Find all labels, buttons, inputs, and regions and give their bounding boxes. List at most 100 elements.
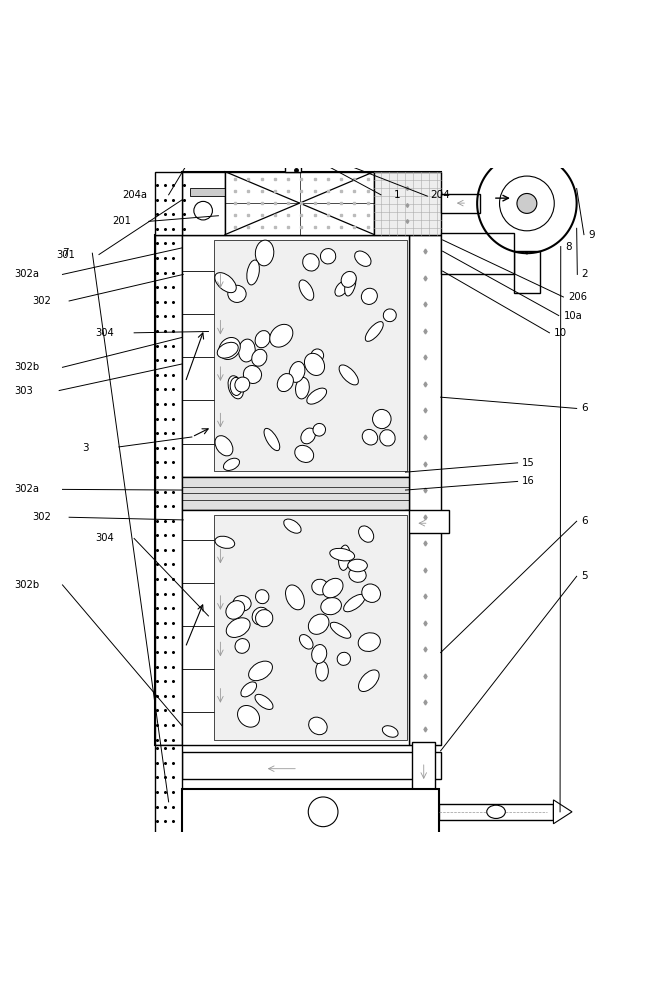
Ellipse shape: [312, 645, 326, 663]
Bar: [285, 152, 301, 172]
Ellipse shape: [320, 249, 336, 264]
Ellipse shape: [215, 273, 236, 293]
Ellipse shape: [235, 377, 250, 392]
Bar: [514, 251, 540, 293]
Ellipse shape: [256, 590, 269, 604]
Text: 204a: 204a: [122, 190, 147, 200]
Ellipse shape: [304, 353, 324, 375]
Ellipse shape: [361, 288, 377, 304]
Bar: [182, 510, 409, 745]
Ellipse shape: [380, 430, 395, 446]
Ellipse shape: [359, 670, 379, 692]
Text: 6: 6: [581, 403, 588, 413]
Bar: [182, 235, 409, 477]
Ellipse shape: [311, 349, 324, 362]
Bar: [409, 235, 441, 745]
Ellipse shape: [219, 337, 240, 359]
Ellipse shape: [301, 428, 316, 444]
Ellipse shape: [300, 635, 313, 649]
Ellipse shape: [487, 805, 505, 818]
Ellipse shape: [270, 324, 293, 347]
Ellipse shape: [373, 409, 391, 429]
Ellipse shape: [255, 694, 273, 709]
Ellipse shape: [330, 548, 355, 561]
Ellipse shape: [277, 374, 294, 392]
Ellipse shape: [362, 584, 381, 602]
Text: 206: 206: [568, 292, 587, 302]
Text: 302a: 302a: [15, 484, 39, 494]
Ellipse shape: [362, 429, 378, 445]
Text: 5: 5: [581, 571, 588, 581]
Ellipse shape: [226, 601, 245, 619]
Ellipse shape: [239, 339, 255, 362]
Ellipse shape: [383, 726, 398, 737]
Ellipse shape: [286, 585, 304, 610]
Bar: [225, 172, 375, 235]
Ellipse shape: [308, 614, 329, 634]
Text: 10: 10: [553, 328, 567, 338]
Ellipse shape: [341, 271, 357, 287]
Ellipse shape: [252, 607, 269, 625]
Ellipse shape: [313, 423, 326, 436]
Ellipse shape: [307, 388, 326, 404]
Bar: [190, 188, 225, 196]
Text: 302: 302: [33, 296, 52, 306]
Ellipse shape: [308, 717, 327, 735]
Ellipse shape: [348, 559, 367, 572]
Ellipse shape: [295, 445, 314, 462]
Ellipse shape: [233, 596, 251, 611]
Ellipse shape: [330, 622, 351, 638]
Ellipse shape: [244, 366, 262, 383]
Ellipse shape: [256, 610, 273, 627]
Ellipse shape: [215, 436, 233, 456]
Bar: [182, 172, 225, 235]
Circle shape: [517, 193, 537, 213]
Ellipse shape: [383, 309, 396, 322]
Ellipse shape: [241, 682, 257, 697]
Ellipse shape: [299, 280, 314, 300]
Ellipse shape: [247, 260, 260, 285]
Ellipse shape: [235, 639, 250, 653]
Ellipse shape: [255, 331, 270, 348]
Ellipse shape: [228, 285, 246, 302]
Bar: [214, 240, 407, 471]
Bar: [155, 172, 182, 235]
Bar: [412, 742, 436, 799]
Bar: [441, 233, 514, 274]
Ellipse shape: [252, 349, 267, 366]
Bar: [182, 752, 441, 779]
Ellipse shape: [249, 661, 272, 681]
Ellipse shape: [256, 240, 274, 266]
Ellipse shape: [230, 377, 242, 395]
Bar: [182, 789, 439, 835]
Ellipse shape: [320, 598, 341, 615]
Bar: [405, 510, 449, 533]
Ellipse shape: [284, 519, 301, 533]
Text: 301: 301: [56, 250, 75, 260]
Circle shape: [500, 176, 554, 231]
Bar: [214, 515, 407, 740]
Ellipse shape: [344, 594, 365, 612]
Ellipse shape: [215, 536, 235, 548]
Ellipse shape: [339, 365, 359, 385]
Polygon shape: [553, 800, 572, 824]
Text: 302b: 302b: [15, 362, 40, 372]
Ellipse shape: [302, 254, 319, 271]
Ellipse shape: [264, 428, 280, 451]
Text: 2: 2: [581, 269, 588, 279]
Circle shape: [194, 201, 213, 220]
Text: 16: 16: [522, 476, 535, 486]
Text: 304: 304: [96, 328, 114, 338]
Bar: [182, 477, 409, 510]
Text: 10a: 10a: [563, 311, 582, 321]
Text: 302a: 302a: [15, 269, 39, 279]
Ellipse shape: [316, 661, 328, 681]
Ellipse shape: [349, 567, 366, 582]
Text: 6: 6: [581, 516, 588, 526]
Ellipse shape: [337, 652, 351, 665]
Ellipse shape: [355, 251, 371, 266]
Ellipse shape: [359, 526, 374, 542]
Bar: [182, 172, 441, 235]
Ellipse shape: [223, 458, 240, 470]
Ellipse shape: [289, 362, 305, 382]
